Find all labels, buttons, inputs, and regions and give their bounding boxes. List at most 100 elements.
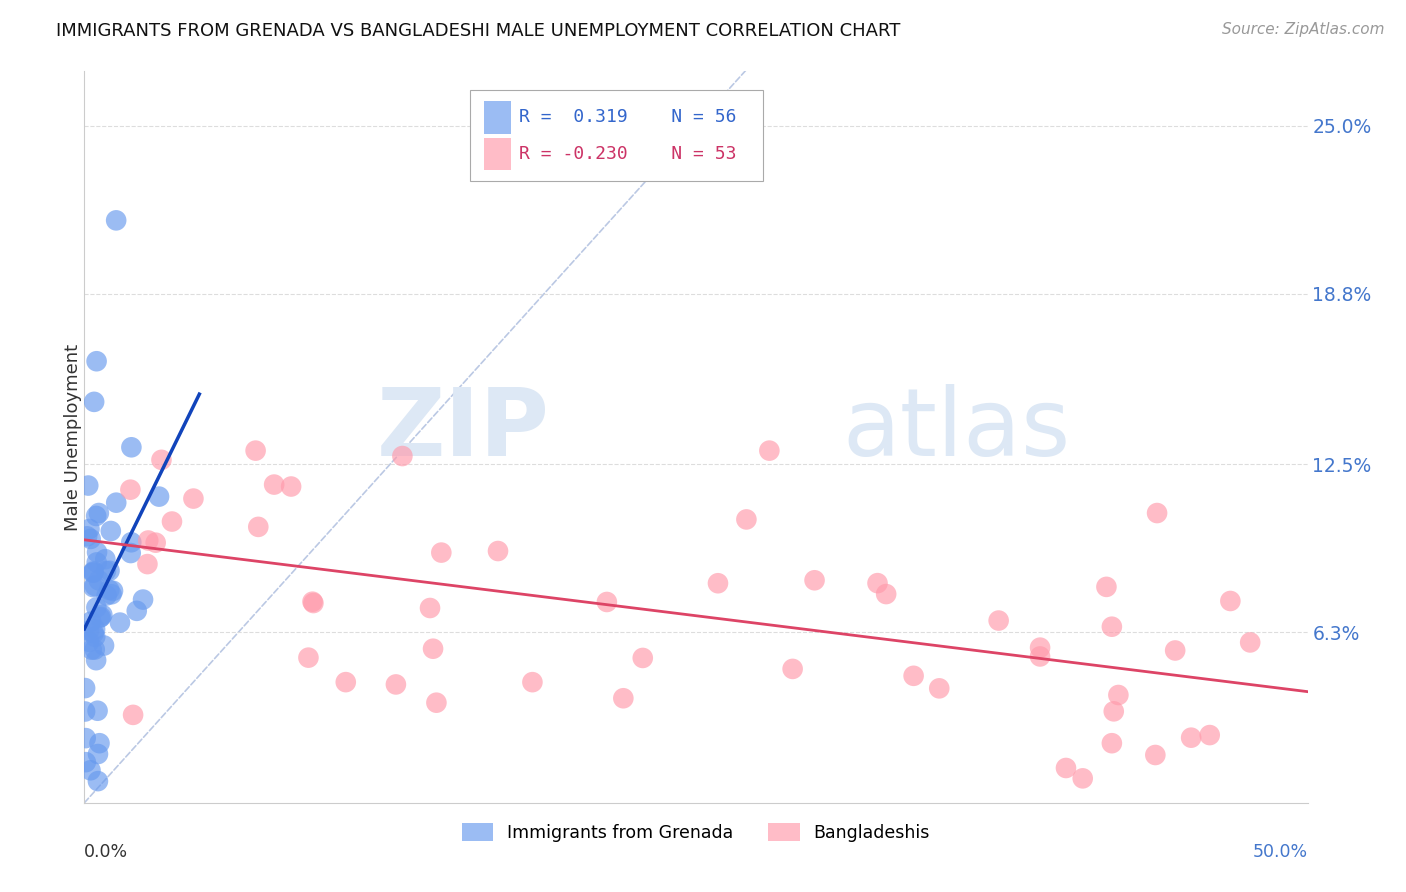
Point (98, 564, 121, 578)
Point (93, 639, 115, 653)
Text: ZIP: ZIP (377, 384, 550, 475)
Text: 0.0%: 0.0% (84, 843, 128, 861)
Point (1164, 643, 1187, 657)
Point (1144, 747, 1167, 762)
Point (758, 443, 780, 458)
Point (263, 477, 285, 491)
Point (391, 449, 413, 463)
Point (100, 587, 122, 601)
Text: R = -0.230    N = 53: R = -0.230 N = 53 (519, 145, 737, 163)
Point (75, 705, 97, 719)
Bar (484, 137, 512, 170)
Point (335, 675, 357, 690)
Point (522, 675, 544, 690)
Point (183, 491, 205, 506)
Point (82, 566, 104, 580)
Point (76, 529, 98, 543)
Point (419, 601, 441, 615)
Point (486, 544, 509, 558)
Point (1029, 640, 1052, 655)
FancyBboxPatch shape (470, 90, 763, 181)
Point (1180, 731, 1202, 745)
Point (297, 650, 319, 665)
Point (89, 736, 111, 750)
Point (120, 546, 142, 560)
Point (87, 774, 110, 789)
Point (86, 545, 108, 559)
Point (612, 691, 634, 706)
Point (782, 662, 804, 676)
Point (98, 582, 121, 597)
Point (96, 588, 118, 602)
Text: IMMIGRANTS FROM GRENADA VS BANGLADESHI MALE UNEMPLOYMENT CORRELATION CHART: IMMIGRANTS FROM GRENADA VS BANGLADESHI M… (56, 22, 901, 40)
Point (94, 564, 117, 578)
Point (987, 614, 1010, 628)
Point (1095, 580, 1118, 594)
Y-axis label: Male Unemployment: Male Unemployment (65, 343, 82, 531)
Point (803, 574, 825, 588)
Text: Source: ZipAtlas.com: Source: ZipAtlas.com (1222, 22, 1385, 37)
Point (84, 630, 107, 644)
Point (101, 583, 124, 598)
Point (1239, 635, 1261, 649)
Point (83, 579, 105, 593)
Point (80, 642, 103, 657)
Point (136, 533, 159, 548)
Point (75, 681, 97, 695)
Point (301, 595, 323, 609)
Point (79, 522, 101, 536)
Point (1102, 704, 1125, 718)
Point (86, 555, 108, 569)
Point (1101, 620, 1123, 634)
Point (125, 604, 148, 618)
Point (91, 607, 114, 622)
Point (145, 535, 167, 549)
Point (80, 615, 103, 629)
Point (100, 524, 122, 538)
Point (928, 681, 950, 696)
Point (77, 634, 100, 648)
Point (87, 574, 110, 588)
Point (90, 610, 112, 624)
Point (1101, 736, 1123, 750)
Point (422, 641, 444, 656)
Point (79, 532, 101, 546)
Point (875, 587, 897, 601)
Point (302, 596, 325, 610)
Point (120, 440, 142, 454)
Point (120, 535, 142, 549)
Legend: Immigrants from Grenada, Bangladeshis: Immigrants from Grenada, Bangladeshis (456, 816, 936, 849)
Point (77, 478, 100, 492)
Bar (484, 101, 512, 134)
Point (79, 764, 101, 778)
Point (84, 622, 107, 636)
Point (136, 557, 159, 571)
Point (75, 731, 97, 745)
Point (86, 600, 108, 615)
Point (735, 512, 758, 526)
Point (108, 615, 131, 630)
Point (596, 595, 619, 609)
Point (430, 546, 453, 560)
Point (425, 696, 447, 710)
Point (160, 515, 183, 529)
Point (1146, 506, 1168, 520)
Point (94, 552, 117, 566)
Point (105, 496, 128, 510)
Point (148, 490, 170, 504)
Point (77, 624, 100, 638)
Point (122, 707, 145, 722)
Point (83, 395, 105, 409)
Point (150, 453, 173, 467)
Point (120, 483, 142, 497)
Point (631, 651, 654, 665)
Point (1219, 594, 1241, 608)
Point (83, 626, 105, 640)
Point (1107, 688, 1129, 702)
Point (83, 642, 105, 657)
Point (903, 669, 925, 683)
Point (86, 704, 108, 718)
Point (280, 479, 302, 493)
Point (132, 592, 155, 607)
Point (87, 506, 110, 520)
